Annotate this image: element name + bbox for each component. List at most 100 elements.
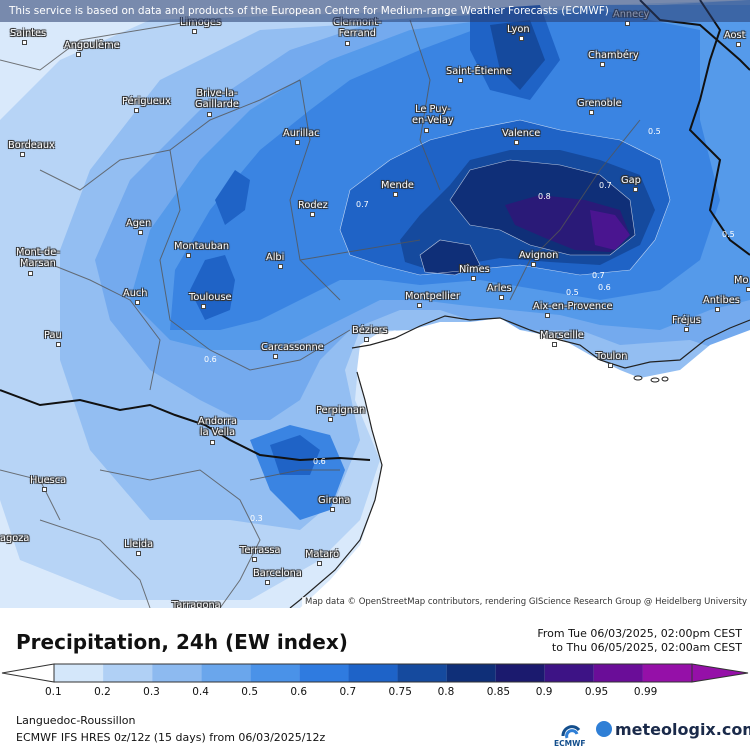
city-dot-icon — [20, 152, 25, 157]
city-dot-icon — [393, 192, 398, 197]
city-label: Valence — [502, 128, 541, 145]
city-name: Aurillac — [283, 128, 320, 139]
band-0.75b — [490, 20, 545, 90]
city-dot-icon — [330, 507, 335, 512]
city-label: Arles — [487, 283, 512, 300]
city-name: Clermont- Ferrand — [333, 17, 382, 39]
colorbar-tick-label: 0.9 — [535, 686, 553, 698]
chart-title: Precipitation, 24h (EW index) — [16, 630, 348, 654]
city-name: Mont-de- Marsan — [16, 247, 60, 269]
city-label: Carcassonne — [261, 342, 324, 359]
city-label: Aurillac — [283, 128, 320, 145]
period-to: to Thu 06/05/2025, 02:00am CEST — [551, 641, 742, 654]
city-dot-icon — [608, 363, 613, 368]
city-dot-icon — [138, 230, 143, 235]
coastline — [351, 315, 750, 369]
city-label: agoza — [0, 533, 29, 544]
city-dot-icon — [424, 128, 429, 133]
city-name: Arles — [487, 283, 512, 294]
colorbar-tick-label: 0.4 — [192, 686, 209, 698]
city-name: Bordeaux — [8, 140, 55, 151]
colorbar-tick-label: 0.8 — [437, 686, 455, 698]
city-name: Marseille — [540, 330, 584, 341]
city-name: Mo — [734, 275, 749, 286]
city-name: Toulon — [596, 351, 628, 362]
precipitation-map[interactable]: Saintes Angoulême Limoges Clermont- Ferrand… — [0, 0, 750, 608]
city-label: Saint-Étienne — [446, 66, 512, 83]
city-name: Huesca — [30, 475, 67, 486]
ecmwf-logo-icon[interactable] — [553, 720, 589, 746]
city-dot-icon — [471, 276, 476, 281]
city-name: Brive-la- Gaillarde — [195, 88, 239, 110]
city-label: Mende — [381, 180, 414, 197]
contour-value-label: 0.3 — [250, 514, 263, 523]
colorbar-segment — [201, 664, 251, 682]
city-label: Périgueux — [122, 96, 171, 113]
colorbar-tick-label: 0.95 — [584, 686, 609, 698]
city-dot-icon — [28, 271, 33, 276]
city-name: Terrassa — [240, 545, 281, 556]
city-name: Chambéry — [588, 50, 639, 61]
city-name: Gap — [621, 175, 641, 186]
map-attribution[interactable]: Map data © OpenStreetMap contributors, r… — [302, 597, 750, 608]
city-dot-icon — [514, 140, 519, 145]
city-name: Montauban — [174, 241, 230, 252]
period-from: From Tue 06/03/2025, 02:00pm CEST — [537, 627, 742, 640]
contour-value-label: 0.6 — [204, 355, 217, 364]
contour-value-label: 0.5 — [566, 288, 579, 297]
city-dot-icon — [207, 112, 212, 117]
city-dot-icon — [22, 40, 27, 45]
city-dot-icon — [417, 303, 422, 308]
city-name: Carcassonne — [261, 342, 324, 353]
colorbar-segment — [299, 664, 349, 682]
colorbar — [1, 663, 749, 683]
city-name: Grenoble — [577, 98, 622, 109]
city-dot-icon — [317, 561, 322, 566]
city-name: Agen — [126, 218, 152, 229]
city-dot-icon — [273, 354, 278, 359]
meteologix-logo[interactable]: meteologix.com — [596, 720, 750, 739]
city-label: Le Puy- en-Velay — [412, 104, 454, 133]
island — [661, 376, 669, 382]
city-dot-icon — [600, 62, 605, 67]
city-label: Lleida — [124, 539, 153, 556]
contour-value-label: 0.7 — [592, 271, 605, 280]
city-dot-icon — [328, 417, 333, 422]
city-label: Aix-en-Provence — [533, 301, 613, 318]
city-label: Albi — [266, 252, 284, 269]
colorbar-segment — [397, 664, 447, 682]
city-dot-icon — [552, 342, 557, 347]
city-name: Pau — [44, 330, 62, 341]
city-name: Mende — [381, 180, 414, 191]
contour-value-label: 0.6 — [598, 283, 611, 292]
contour-value-label: 0.5 — [722, 230, 735, 239]
colorbar-segment — [103, 664, 153, 682]
colorbar-segment — [152, 664, 202, 682]
city-label: Andorra la Vella — [198, 416, 237, 445]
colorbar-outline — [53, 663, 693, 683]
colorbar-tick-label: 0.6 — [290, 686, 308, 698]
city-dot-icon — [192, 29, 197, 34]
city-dot-icon — [76, 52, 81, 57]
region-name: Languedoc-Roussillon — [16, 714, 136, 727]
contour-value-label: 0.8 — [538, 192, 551, 201]
city-name: Lyon — [507, 24, 530, 35]
city-label: Huesca — [30, 475, 67, 492]
city-dot-icon — [56, 342, 61, 347]
city-dot-icon — [186, 253, 191, 258]
city-name: Limoges — [180, 17, 222, 28]
city-label: Angoulême — [64, 40, 120, 57]
city-dot-icon — [519, 36, 524, 41]
island — [650, 377, 660, 383]
city-name: Perpignan — [316, 405, 366, 416]
city-label: Mont-de- Marsan — [16, 247, 60, 276]
city-name: Valence — [502, 128, 541, 139]
sea — [300, 318, 750, 608]
globe-icon — [596, 721, 612, 737]
colorbar-segment — [642, 664, 692, 682]
city-label: Montpellier — [405, 291, 460, 308]
city-name: Avignon — [519, 250, 559, 261]
city-dot-icon — [134, 108, 139, 113]
city-label: Marseille — [540, 330, 584, 347]
colorbar-segment — [54, 664, 104, 682]
